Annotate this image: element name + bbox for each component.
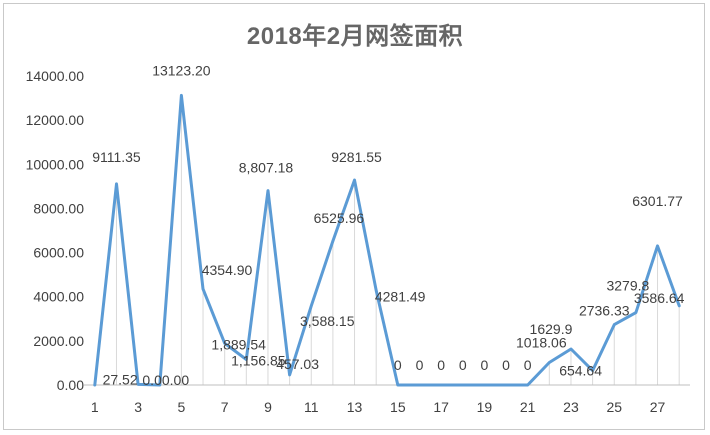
x-tick-label: 23 <box>563 399 579 415</box>
x-axis-ticks: 1 3 5 7 9 11 13 15 17 19 21 23 25 27 <box>91 399 666 415</box>
y-tick-label: 14000.00 <box>26 68 85 84</box>
data-label: 0 <box>459 357 467 373</box>
y-tick-label: 8000.00 <box>33 200 84 216</box>
data-label: 9281.55 <box>331 149 382 165</box>
data-label: 0 <box>437 357 445 373</box>
y-tick-label: 0.00 <box>57 377 84 393</box>
data-label: 27.52 <box>103 371 138 387</box>
drop-lines <box>115 95 680 385</box>
data-label: 6525.96 <box>314 210 365 226</box>
data-label: 3,588.15 <box>300 313 355 329</box>
x-tick-label: 21 <box>520 399 536 415</box>
data-label: 0 <box>416 357 424 373</box>
x-tick-label: 11 <box>304 399 319 415</box>
y-tick-label: 10000.00 <box>26 156 85 172</box>
x-tick-label: 13 <box>347 399 363 415</box>
x-tick-label: 1 <box>91 399 99 415</box>
x-tick-label: 7 <box>221 399 229 415</box>
data-label: 0.00.00 <box>142 372 189 388</box>
data-label: 4281.49 <box>375 289 426 305</box>
data-label: 0 <box>394 357 402 373</box>
x-tick-label: 9 <box>264 399 272 415</box>
data-label: 8,807.18 <box>239 160 294 176</box>
data-label: 457.03 <box>276 356 319 372</box>
x-tick-label: 27 <box>650 399 666 415</box>
data-label: 3279.8 <box>606 278 649 294</box>
x-tick-label: 3 <box>134 399 142 415</box>
data-label: 0 <box>502 357 510 373</box>
y-tick-label: 12000.00 <box>26 112 85 128</box>
data-label: 1,889.54 <box>211 336 266 352</box>
data-labels: 9111.35 27.52 0.00.00 13123.20 4354.90 1,889.… <box>92 62 684 388</box>
data-label: 6301.77 <box>632 193 683 209</box>
data-label: 0 <box>524 357 532 373</box>
y-tick-label: 6000.00 <box>33 245 84 261</box>
data-label: 654.64 <box>559 363 602 379</box>
data-label: 0 <box>480 357 488 373</box>
data-label: 3586.64 <box>634 290 685 306</box>
x-tick-label: 15 <box>390 399 406 415</box>
x-tick-label: 5 <box>177 399 185 415</box>
x-tick-label: 25 <box>606 399 622 415</box>
data-label: 13123.20 <box>152 62 211 78</box>
data-label: 1,156.85 <box>231 352 286 368</box>
y-tick-label: 4000.00 <box>33 289 84 305</box>
x-tick-label: 19 <box>477 399 493 415</box>
y-tick-label: 2000.00 <box>33 333 84 349</box>
chart-title: 2018年2月网签面积 <box>246 23 464 50</box>
series-line <box>93 93 681 387</box>
data-label: 2736.33 <box>579 303 630 319</box>
data-label: 4354.90 <box>202 262 253 278</box>
data-label: 1629.9 <box>530 321 573 337</box>
data-label: 9111.35 <box>92 149 141 165</box>
y-axis-ticks: 0.00 2000.00 4000.00 6000.00 8000.00 10000.00… <box>26 68 85 393</box>
x-tick-label: 17 <box>433 399 449 415</box>
data-label: 1018.06 <box>516 335 567 351</box>
